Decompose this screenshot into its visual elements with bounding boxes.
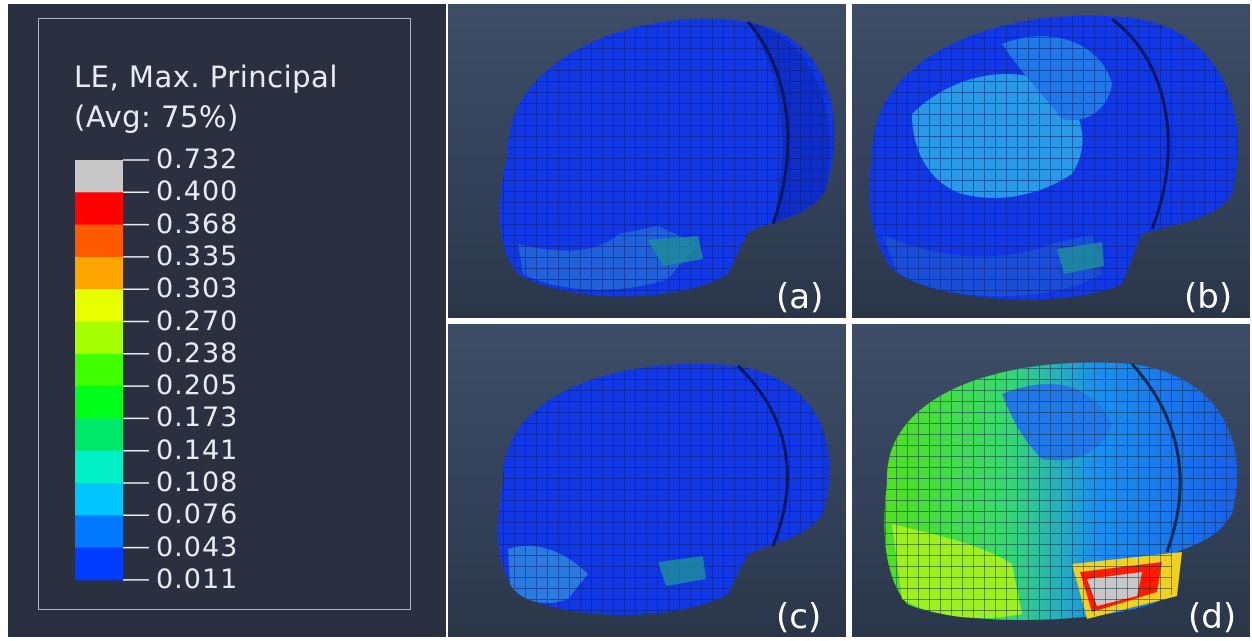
tick-label: 0.400	[156, 176, 239, 208]
tick-label: 0.043	[156, 531, 239, 563]
color-band	[75, 192, 123, 226]
tick-label: 0.108	[156, 467, 239, 498]
panel-label-b: (b)	[1184, 277, 1233, 317]
tick-label: 0.076	[156, 499, 239, 531]
panel-label-a: (a)	[776, 277, 824, 317]
color-band	[75, 547, 123, 581]
tick-label: 0.205	[156, 370, 239, 402]
tick-label: 0.303	[156, 273, 239, 305]
color-band	[75, 289, 123, 322]
color-band	[75, 353, 123, 387]
helmet-mesh-a	[499, 18, 835, 297]
panel-c: (c)	[448, 324, 846, 637]
helmet-mesh-d	[884, 362, 1238, 621]
panel-d: (d)	[852, 324, 1250, 637]
color-band	[75, 483, 123, 516]
panel-label-c: (c)	[776, 597, 822, 637]
panel-b: (b)	[852, 4, 1250, 318]
color-band	[75, 256, 123, 290]
legend-frame	[38, 18, 411, 610]
tick-label: 0.011	[156, 563, 239, 595]
color-band	[75, 160, 123, 193]
tick-label: 0.173	[156, 402, 239, 434]
color-band	[75, 321, 123, 355]
tick-label: 0.141	[156, 434, 239, 466]
tick-label: 0.335	[156, 240, 239, 272]
panel-a: (a)	[448, 4, 846, 318]
tick-label: 0.368	[156, 208, 239, 240]
color-band	[75, 418, 123, 452]
tick-label: 0.270	[156, 305, 239, 337]
panel-label-d: (d)	[1188, 597, 1237, 637]
color-band	[75, 386, 123, 419]
color-band	[75, 224, 123, 258]
color-band	[75, 450, 123, 484]
legend-subtitle: (Avg: 75%)	[74, 100, 239, 134]
tick-label: 0.732	[156, 144, 239, 175]
color-band	[75, 515, 123, 549]
legend-title: LE, Max. Principal	[74, 60, 338, 94]
tick-label: 0.238	[156, 337, 239, 369]
color-bar	[75, 159, 149, 581]
helmet-mesh-b	[869, 15, 1238, 300]
helmet-mesh-c	[498, 363, 830, 615]
